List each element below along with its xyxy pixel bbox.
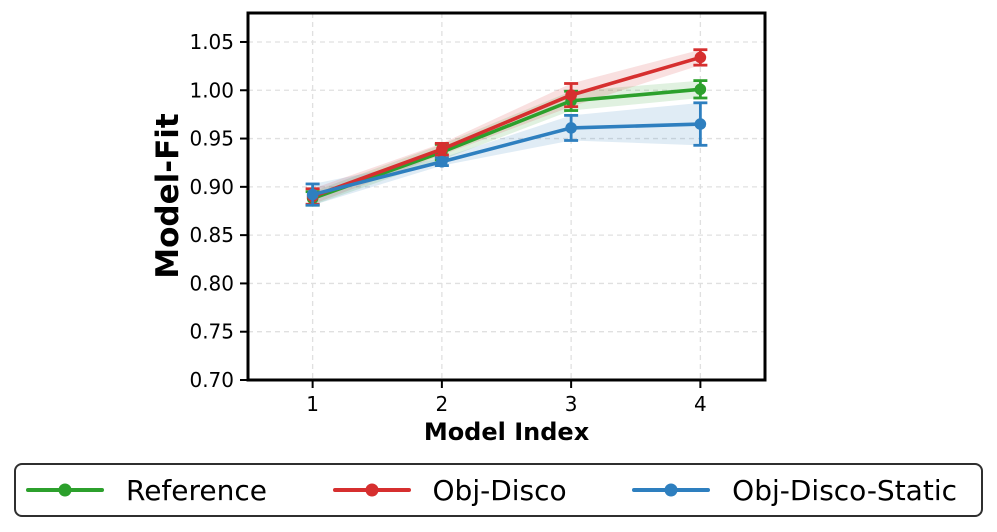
legend-marker-dot-red xyxy=(365,483,378,497)
svg-text:0.95: 0.95 xyxy=(189,127,234,151)
y-axis-label: Model-Fit xyxy=(150,113,186,279)
legend-marker-dot-blue xyxy=(664,483,678,497)
x-axis-label: Model Index xyxy=(423,418,590,446)
legend-line-sample-green xyxy=(26,483,104,497)
svg-text:2: 2 xyxy=(436,392,449,416)
legend-item-reference: Reference xyxy=(26,474,267,507)
svg-text:0.75: 0.75 xyxy=(189,320,234,344)
svg-text:4: 4 xyxy=(694,392,707,416)
legend-label-obj-disco: Obj-Disco xyxy=(432,473,567,507)
legend-label-obj-disco-static: Obj-Disco-Static xyxy=(732,473,957,507)
legend-item-obj-disco-static: Obj-Disco-Static xyxy=(632,474,957,507)
svg-text:3: 3 xyxy=(565,392,578,416)
legend-item-obj-disco: Obj-Disco xyxy=(332,473,567,507)
svg-text:1: 1 xyxy=(306,392,319,416)
svg-text:1.05: 1.05 xyxy=(189,30,234,54)
svg-text:1.00: 1.00 xyxy=(189,78,234,102)
svg-text:0.80: 0.80 xyxy=(189,271,234,295)
svg-text:0.90: 0.90 xyxy=(189,175,234,199)
plot-area: 0.70 0.75 0.80 0.85 0.90 0.95 1.00 1.05 1 2 3 4 xyxy=(189,11,767,416)
legend: Reference Obj-Disco Obj-Disco-Static xyxy=(14,463,983,517)
svg-text:0.70: 0.70 xyxy=(189,368,234,392)
legend-line-sample-red xyxy=(332,483,411,497)
svg-text:0.85: 0.85 xyxy=(189,223,234,247)
legend-marker-dot-green xyxy=(58,483,72,497)
legend-line-sample-blue xyxy=(632,483,711,497)
legend-label-reference: Reference xyxy=(126,473,267,507)
